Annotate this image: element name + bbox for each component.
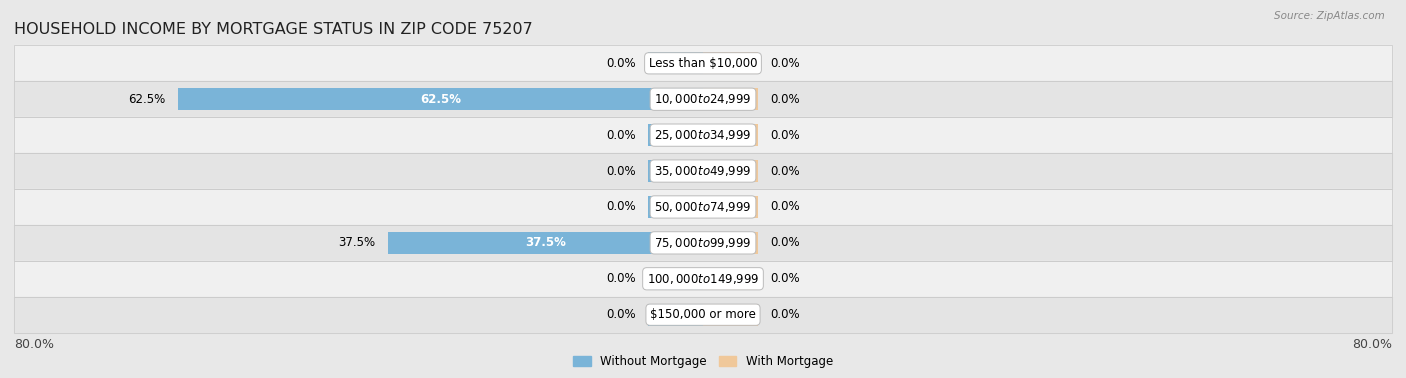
Bar	[648, 304, 703, 326]
Bar	[703, 232, 758, 254]
Bar	[14, 117, 1392, 153]
Bar	[14, 153, 1392, 189]
Bar	[648, 160, 703, 182]
Bar	[703, 268, 758, 290]
Bar	[14, 297, 1392, 333]
Text: $10,000 to $24,999: $10,000 to $24,999	[654, 92, 752, 106]
Bar	[14, 81, 1392, 117]
Bar	[179, 88, 703, 110]
Text: 0.0%: 0.0%	[770, 129, 800, 142]
Bar	[14, 297, 1392, 333]
Bar	[648, 196, 703, 218]
Bar	[388, 232, 703, 254]
Text: 0.0%: 0.0%	[770, 200, 800, 214]
Legend: Without Mortgage, With Mortgage: Without Mortgage, With Mortgage	[568, 350, 838, 373]
Text: 0.0%: 0.0%	[606, 129, 636, 142]
Bar	[648, 268, 703, 290]
Text: $35,000 to $49,999: $35,000 to $49,999	[654, 164, 752, 178]
Text: 0.0%: 0.0%	[770, 164, 800, 178]
Bar	[14, 81, 1392, 117]
Text: 0.0%: 0.0%	[770, 272, 800, 285]
Text: 62.5%: 62.5%	[420, 93, 461, 106]
Bar	[703, 196, 758, 218]
Text: 80.0%: 80.0%	[1353, 338, 1392, 351]
Text: 0.0%: 0.0%	[606, 272, 636, 285]
Text: $50,000 to $74,999: $50,000 to $74,999	[654, 200, 752, 214]
Bar	[703, 160, 758, 182]
Text: $25,000 to $34,999: $25,000 to $34,999	[654, 128, 752, 142]
Text: 0.0%: 0.0%	[770, 308, 800, 321]
Text: 0.0%: 0.0%	[770, 93, 800, 106]
Text: 37.5%: 37.5%	[524, 236, 565, 249]
Bar	[14, 153, 1392, 189]
Bar	[14, 189, 1392, 225]
Text: 0.0%: 0.0%	[770, 57, 800, 70]
Text: Less than $10,000: Less than $10,000	[648, 57, 758, 70]
Bar	[703, 304, 758, 326]
Text: 0.0%: 0.0%	[606, 164, 636, 178]
Bar	[14, 261, 1392, 297]
Bar	[14, 261, 1392, 297]
Text: 0.0%: 0.0%	[606, 308, 636, 321]
Text: $75,000 to $99,999: $75,000 to $99,999	[654, 236, 752, 250]
Bar	[14, 117, 1392, 153]
Bar	[14, 45, 1392, 81]
Text: 80.0%: 80.0%	[14, 338, 53, 351]
Bar	[703, 88, 758, 110]
Bar	[14, 45, 1392, 81]
Bar	[703, 52, 758, 74]
Text: 62.5%: 62.5%	[128, 93, 166, 106]
Text: 0.0%: 0.0%	[606, 57, 636, 70]
Bar	[14, 225, 1392, 261]
Text: $100,000 to $149,999: $100,000 to $149,999	[647, 272, 759, 286]
Bar	[14, 189, 1392, 225]
Text: 37.5%: 37.5%	[339, 236, 375, 249]
Text: $150,000 or more: $150,000 or more	[650, 308, 756, 321]
Text: Source: ZipAtlas.com: Source: ZipAtlas.com	[1274, 11, 1385, 21]
Text: HOUSEHOLD INCOME BY MORTGAGE STATUS IN ZIP CODE 75207: HOUSEHOLD INCOME BY MORTGAGE STATUS IN Z…	[14, 22, 533, 37]
Text: 0.0%: 0.0%	[606, 200, 636, 214]
Bar	[648, 52, 703, 74]
Bar	[703, 124, 758, 146]
Bar	[648, 124, 703, 146]
Bar	[14, 225, 1392, 261]
Text: 0.0%: 0.0%	[770, 236, 800, 249]
